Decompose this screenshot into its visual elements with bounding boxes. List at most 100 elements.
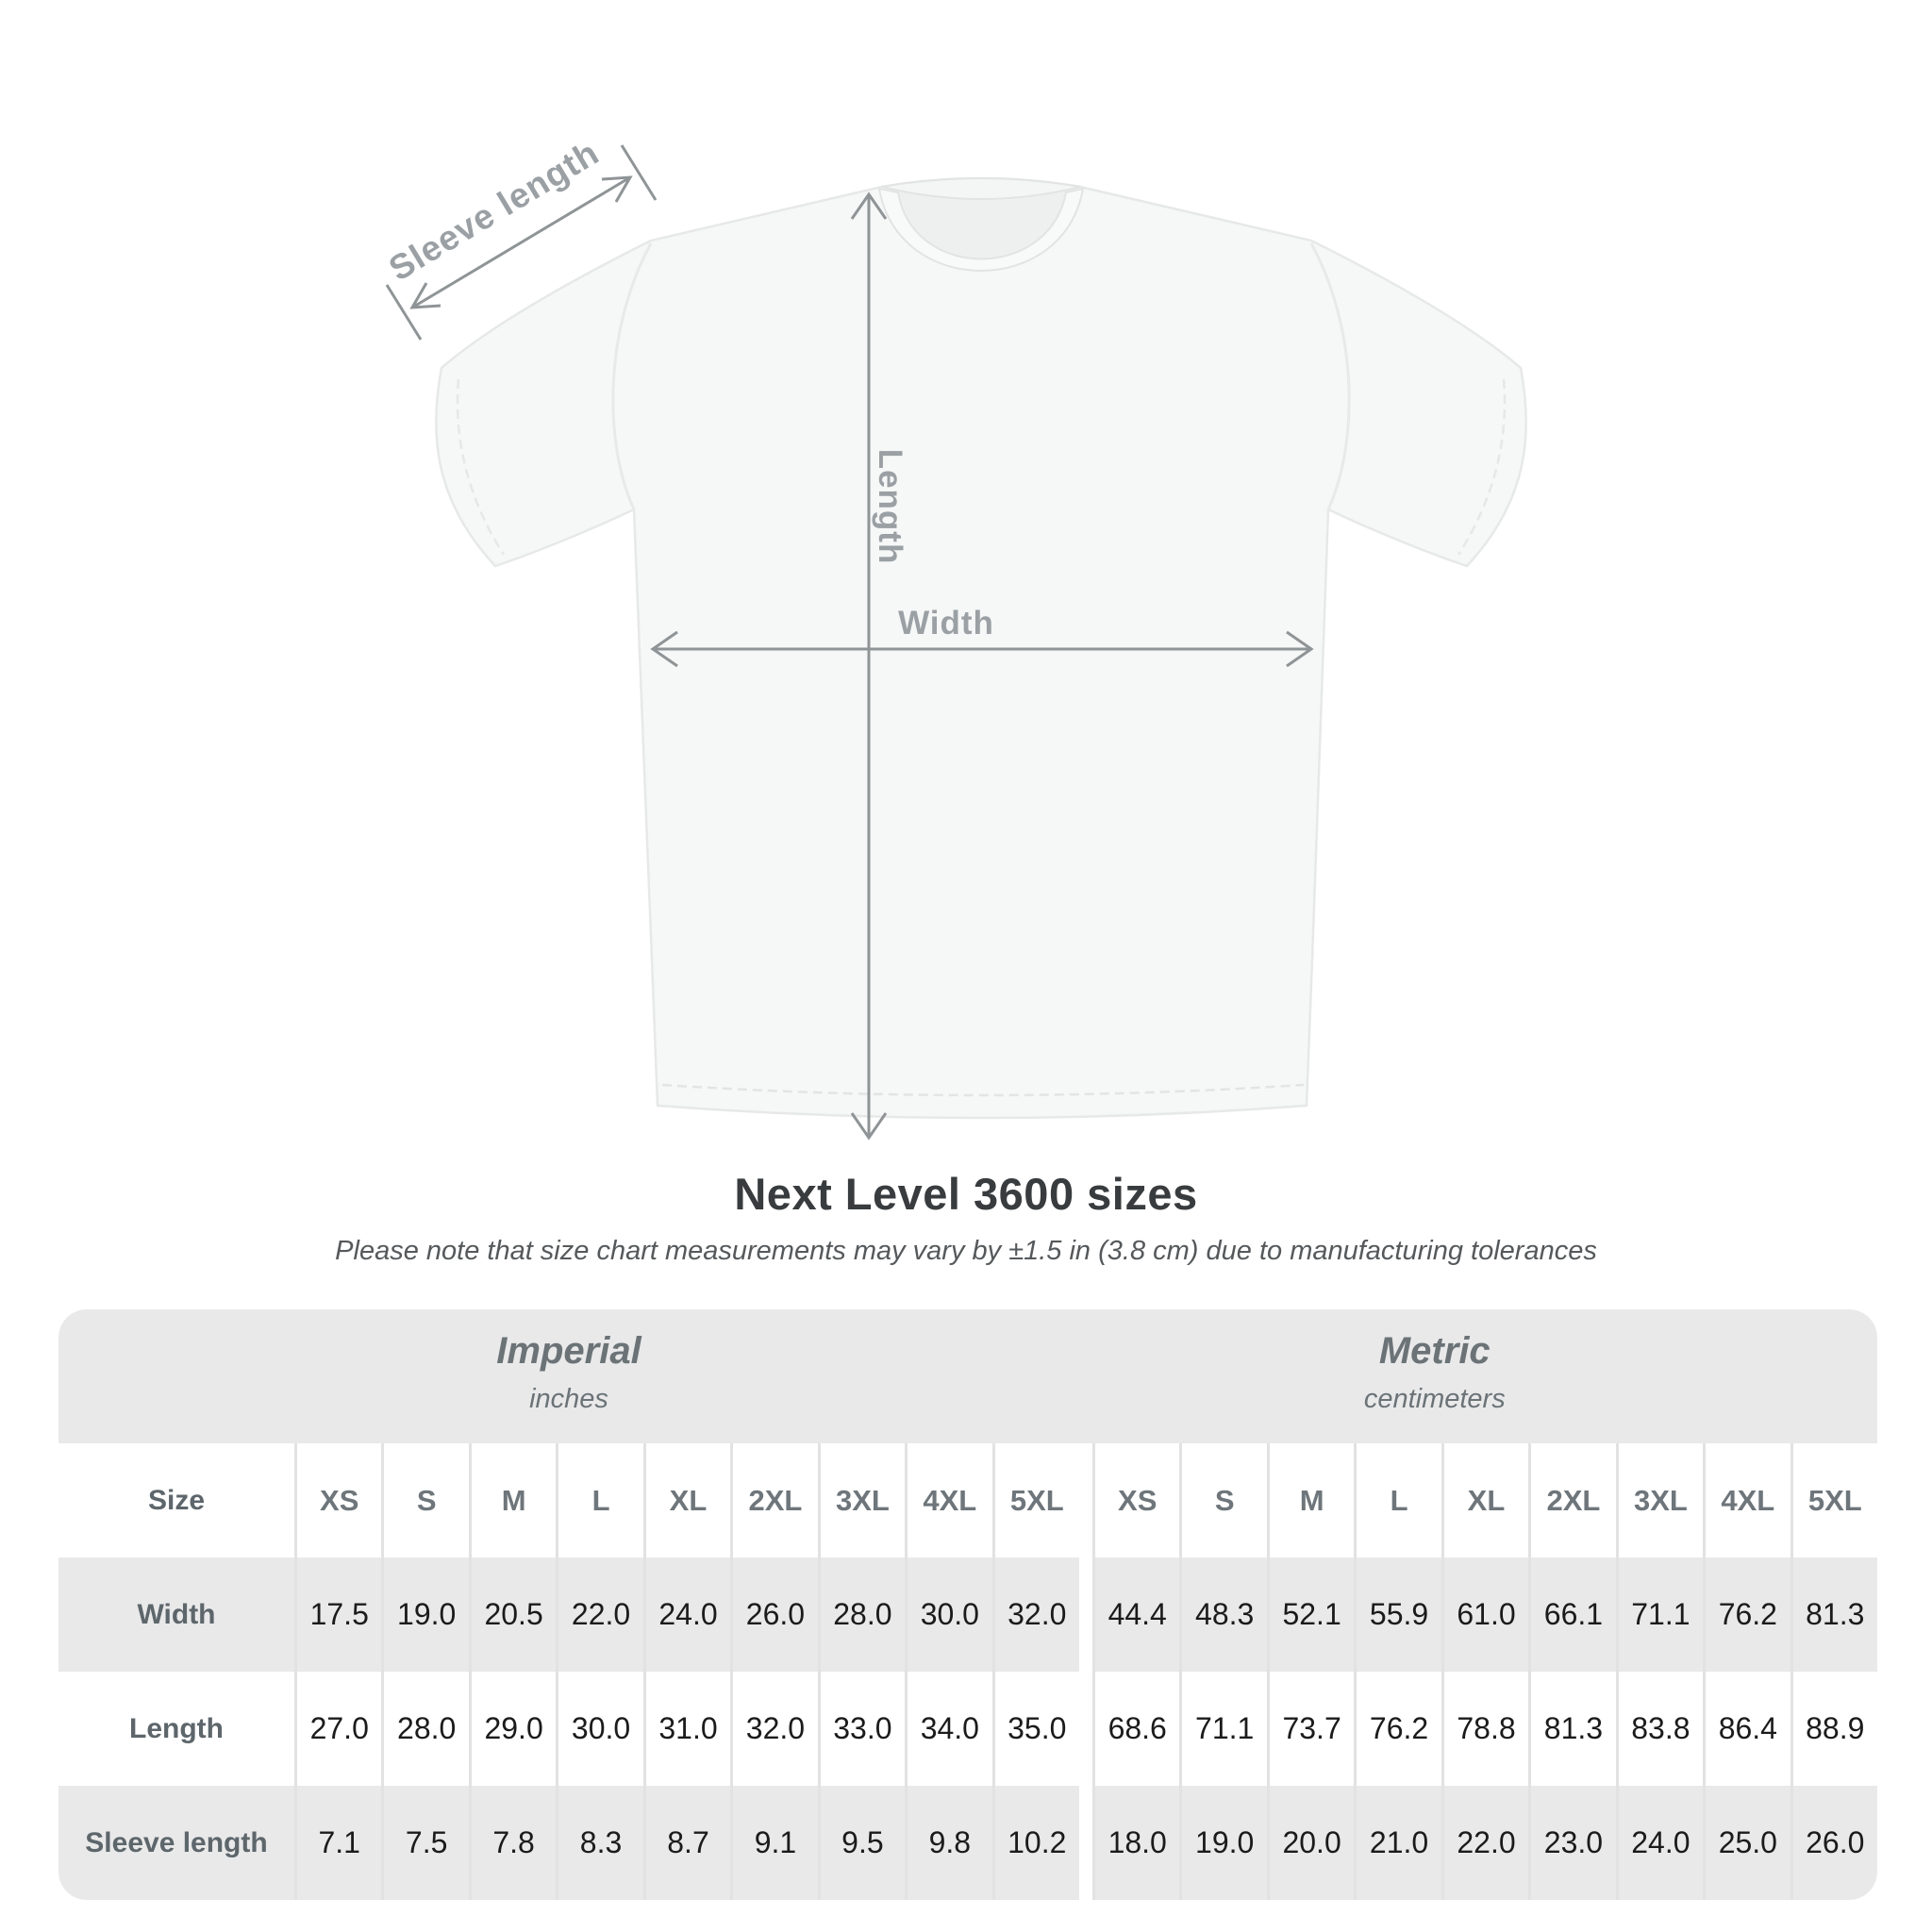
cell-value-imperial: 28.0: [817, 1557, 906, 1672]
unit-divider: [1078, 1557, 1092, 1672]
column-header-imperial: XL: [642, 1443, 731, 1557]
cell-value-metric: 81.3: [1528, 1672, 1616, 1786]
cell-value-metric: 73.7: [1266, 1672, 1355, 1786]
cell-value-imperial: 34.0: [905, 1672, 992, 1786]
length-arrow: [850, 192, 888, 1141]
table-row: Length 27.0 28.0 29.0 30.0 31.0 32.0 33.0 34.0 35…: [58, 1672, 1877, 1786]
cell-value-imperial: 31.0: [642, 1672, 731, 1786]
cell-value-imperial: 22.0: [556, 1557, 643, 1672]
cell-value-metric: 76.2: [1703, 1557, 1790, 1672]
cell-value-imperial: 20.5: [468, 1557, 557, 1672]
size-header-label: Size: [58, 1443, 294, 1557]
cell-value-imperial: 32.0: [991, 1557, 1079, 1672]
cell-value-metric: 78.8: [1441, 1672, 1529, 1786]
cell-value-imperial: 7.8: [468, 1786, 557, 1900]
column-header-imperial: 2XL: [730, 1443, 818, 1557]
cell-value-metric: 48.3: [1179, 1557, 1267, 1672]
cell-value-metric: 86.4: [1703, 1672, 1790, 1786]
cell-value-imperial: 32.0: [730, 1672, 818, 1786]
cell-value-imperial: 17.5: [294, 1557, 382, 1672]
sleeve-length-arrow: [385, 144, 658, 341]
column-header-metric: XL: [1441, 1443, 1529, 1557]
cell-value-metric: 24.0: [1615, 1786, 1704, 1900]
imperial-group-name: Imperial: [496, 1330, 641, 1372]
unit-divider: [1078, 1672, 1092, 1786]
cell-value-metric: 20.0: [1266, 1786, 1355, 1900]
cell-value-imperial: 8.7: [642, 1786, 731, 1900]
cell-value-imperial: 9.8: [905, 1786, 992, 1900]
cell-value-imperial: 9.5: [817, 1786, 906, 1900]
column-header-metric: XS: [1091, 1443, 1180, 1557]
cell-value-imperial: 28.0: [381, 1672, 469, 1786]
tshirt-measurement-diagram: Sleeve length Length Width: [382, 133, 1527, 1141]
cell-value-metric: 55.9: [1354, 1557, 1441, 1672]
cell-value-imperial: 33.0: [817, 1672, 906, 1786]
column-header-metric: 2XL: [1528, 1443, 1616, 1557]
unit-divider: [1078, 1443, 1092, 1557]
column-header-imperial: 4XL: [905, 1443, 992, 1557]
cell-value-imperial: 8.3: [556, 1786, 643, 1900]
cell-value-metric: 68.6: [1091, 1672, 1180, 1786]
row-label: Sleeve length: [58, 1786, 294, 1900]
column-header-metric: L: [1354, 1443, 1441, 1557]
column-header-imperial: M: [468, 1443, 557, 1557]
metric-group-unit: centimeters: [1363, 1384, 1506, 1414]
cell-value-metric: 81.3: [1790, 1557, 1877, 1672]
length-label: Length: [872, 449, 908, 565]
cell-value-metric: 25.0: [1703, 1786, 1790, 1900]
unit-divider: [1078, 1786, 1092, 1900]
page-title: Next Level 3600 sizes: [734, 1169, 1198, 1219]
row-label: Length: [58, 1672, 294, 1786]
column-header-metric: 4XL: [1703, 1443, 1790, 1557]
size-table-body: Size XS S M L XL 2XL 3XL 4XL 5XL XS S M L XL 2XL 3XL 4XL 5…: [58, 1443, 1877, 1900]
cell-value-imperial: 30.0: [905, 1557, 992, 1672]
column-header-metric: 5XL: [1790, 1443, 1877, 1557]
cell-value-metric: 44.4: [1091, 1557, 1180, 1672]
column-header-imperial: 5XL: [991, 1443, 1079, 1557]
column-header-metric: 3XL: [1615, 1443, 1704, 1557]
cell-value-metric: 23.0: [1528, 1786, 1616, 1900]
cell-value-metric: 22.0: [1441, 1786, 1529, 1900]
column-header-metric: S: [1179, 1443, 1267, 1557]
cell-value-metric: 71.1: [1615, 1557, 1704, 1672]
cell-value-metric: 88.9: [1790, 1672, 1877, 1786]
cell-value-metric: 19.0: [1179, 1786, 1267, 1900]
unit-group-band: Imperial inches Metric centimeters: [58, 1309, 1877, 1443]
cell-value-imperial: 29.0: [468, 1672, 557, 1786]
width-arrow: [650, 630, 1314, 668]
cell-value-imperial: 26.0: [730, 1557, 818, 1672]
page-subtitle: Please note that size chart measurements…: [335, 1236, 1597, 1266]
cell-value-imperial: 35.0: [991, 1672, 1079, 1786]
cell-value-imperial: 24.0: [642, 1557, 731, 1672]
cell-value-metric: 83.8: [1615, 1672, 1704, 1786]
cell-value-metric: 66.1: [1528, 1557, 1616, 1672]
cell-value-imperial: 7.1: [294, 1786, 382, 1900]
cell-value-imperial: 9.1: [730, 1786, 818, 1900]
cell-value-metric: 52.1: [1266, 1557, 1355, 1672]
table-row: Width 17.5 19.0 20.5 22.0 24.0 26.0 28.0 30.0 32.…: [58, 1557, 1877, 1672]
column-header-metric: M: [1266, 1443, 1355, 1557]
cell-value-metric: 21.0: [1354, 1786, 1441, 1900]
cell-value-imperial: 10.2: [991, 1786, 1079, 1900]
column-header-imperial: L: [556, 1443, 643, 1557]
cell-value-imperial: 7.5: [381, 1786, 469, 1900]
cell-value-imperial: 30.0: [556, 1672, 643, 1786]
row-label: Width: [58, 1557, 294, 1672]
cell-value-metric: 61.0: [1441, 1557, 1529, 1672]
width-label: Width: [898, 605, 994, 641]
column-header-imperial: S: [381, 1443, 469, 1557]
imperial-group-header: Imperial inches: [58, 1309, 1079, 1443]
cell-value-metric: 76.2: [1354, 1672, 1441, 1786]
cell-value-imperial: 27.0: [294, 1672, 382, 1786]
metric-group-name: Metric: [1378, 1330, 1491, 1372]
cell-value-metric: 18.0: [1091, 1786, 1180, 1900]
metric-group-header: Metric centimeters: [1079, 1309, 1790, 1443]
size-header-row: Size XS S M L XL 2XL 3XL 4XL 5XL XS S M L XL 2XL 3XL 4XL 5…: [58, 1443, 1877, 1557]
column-header-imperial: XS: [294, 1443, 382, 1557]
size-table: Imperial inches Metric centimeters Size X…: [58, 1309, 1877, 1900]
table-row: Sleeve length 7.1 7.5 7.8 8.3 8.7 9.1 9.5 9.8 10.…: [58, 1786, 1877, 1900]
cell-value-metric: 26.0: [1790, 1786, 1877, 1900]
cell-value-imperial: 19.0: [381, 1557, 469, 1672]
cell-value-metric: 71.1: [1179, 1672, 1267, 1786]
